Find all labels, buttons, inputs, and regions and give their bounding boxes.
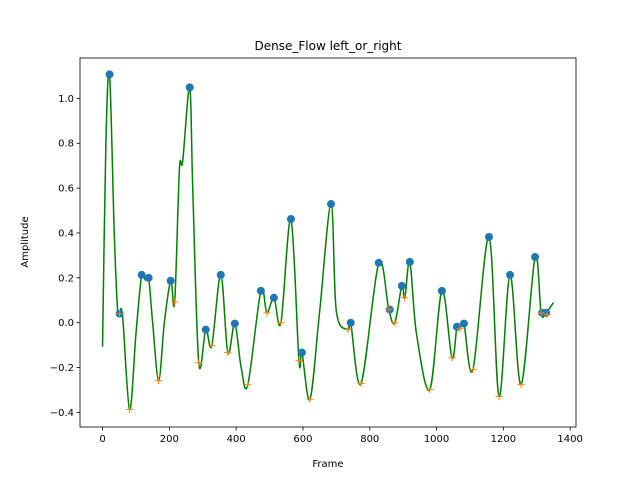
- peak-marker: [216, 270, 225, 279]
- trough-marker: [295, 357, 303, 365]
- y-tick-label: 1.0: [58, 94, 74, 105]
- trough-marker: [277, 319, 285, 327]
- x-tick-label: 800: [360, 434, 379, 445]
- peak-marker: [185, 83, 194, 92]
- x-tick-label: 1000: [424, 434, 449, 445]
- trough-marker: [517, 381, 525, 389]
- peak-marker: [346, 318, 355, 327]
- peak-marker: [459, 319, 468, 328]
- trough-marker: [385, 306, 393, 314]
- trough-marker: [456, 325, 464, 333]
- trough-marker: [224, 349, 232, 357]
- x-tick-label: 0: [99, 434, 105, 445]
- peak-marker: [327, 200, 336, 209]
- peak-marker: [230, 319, 239, 328]
- trough-marker: [306, 395, 314, 403]
- trough-marker: [208, 342, 216, 350]
- trough-marker: [155, 377, 163, 385]
- y-tick-label: 0.2: [58, 273, 74, 284]
- trough-marker: [426, 386, 434, 394]
- trough-marker: [244, 381, 252, 389]
- peak-marker: [437, 286, 446, 295]
- trough-marker: [344, 326, 352, 334]
- x-axis-label: Frame: [312, 459, 343, 470]
- y-tick-label: −0.4: [50, 408, 74, 419]
- peak-marker: [166, 276, 175, 285]
- plot-frame: [79, 57, 577, 428]
- peak-marker: [144, 273, 153, 282]
- peak-marker: [484, 233, 493, 242]
- y-tick-label: 0.8: [58, 139, 74, 150]
- peak-marker: [269, 293, 278, 302]
- trough-marker: [391, 319, 399, 327]
- trough-marker: [543, 311, 551, 319]
- y-tick-label: 0.6: [58, 184, 74, 195]
- trough-marker: [469, 366, 477, 374]
- peak-marker: [397, 281, 406, 290]
- data-line: [101, 70, 555, 411]
- trough-marker: [495, 392, 503, 400]
- x-tick-label: 1200: [491, 434, 516, 445]
- y-axis-label: Amplitude: [20, 216, 31, 267]
- peak-marker: [405, 257, 414, 266]
- trough-marker: [263, 309, 271, 317]
- y-tick-label: −0.2: [50, 363, 74, 374]
- peak-marker: [531, 252, 540, 261]
- peak-marker: [137, 270, 146, 279]
- peak-marker: [201, 325, 210, 334]
- trough-marker: [401, 294, 409, 302]
- trough-marker: [195, 359, 203, 367]
- peak-marker: [286, 215, 295, 224]
- peak-marker: [105, 70, 114, 79]
- peak-marker: [374, 258, 383, 267]
- peak-marker: [506, 270, 515, 279]
- x-tick-label: 600: [293, 434, 312, 445]
- y-tick-label: 0.4: [58, 228, 74, 239]
- peak-marker: [256, 286, 265, 295]
- trough-marker: [357, 379, 365, 387]
- y-tick-label: 0.0: [58, 318, 74, 329]
- peak-marker: [297, 348, 306, 357]
- trough-marker: [171, 298, 179, 306]
- chart-title: Dense_Flow left_or_right: [255, 39, 402, 53]
- trough-marker: [126, 406, 134, 414]
- x-tick-label: 200: [160, 434, 179, 445]
- trough-marker: [537, 309, 545, 317]
- x-tick-label: 400: [227, 434, 246, 445]
- x-tick-label: 1400: [557, 434, 582, 445]
- trough-marker: [116, 310, 124, 318]
- trough-marker: [448, 354, 456, 362]
